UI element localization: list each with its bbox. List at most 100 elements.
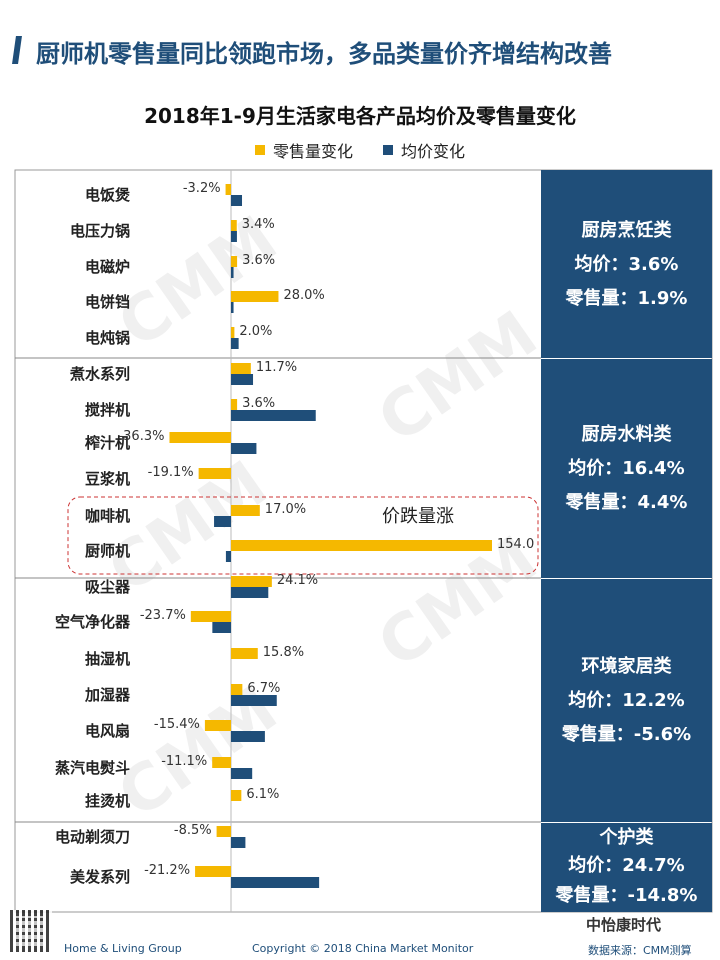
- retail-bar: [231, 790, 242, 801]
- price-bar: [231, 731, 265, 742]
- category-label: 搅拌机: [85, 401, 130, 419]
- retail-bar: [198, 468, 231, 479]
- group-panel-retail: 零售量：-14.8%: [555, 884, 698, 906]
- price-bar: [231, 587, 269, 598]
- price-bar: [231, 231, 237, 242]
- price-bar: [231, 837, 246, 848]
- category-label: 榨汁机: [85, 434, 130, 452]
- category-label: 煮水系列: [69, 365, 130, 383]
- legend-swatch-price: [383, 145, 393, 155]
- category-label: 电磁炉: [85, 258, 130, 276]
- wechat-account: 中怡康时代: [586, 916, 662, 934]
- legend-item-retail: 零售量变化: [254, 138, 353, 162]
- legend-swatch-retail: [254, 145, 265, 155]
- retail-data-label: 6.1%: [246, 787, 279, 802]
- price-bar: [231, 410, 316, 421]
- footer-copyright: Copyright © 2018 China Market Monitor: [252, 942, 474, 955]
- retail-data-label: 3.4%: [242, 217, 275, 232]
- retail-data-label: 11.7%: [256, 360, 297, 375]
- group-panel-price: 均价：12.2%: [568, 689, 684, 711]
- retail-data-label: -23.7%: [140, 608, 186, 623]
- group-panel-name: 个护类: [599, 826, 655, 848]
- retail-bar: [212, 757, 231, 768]
- retail-bar: [204, 720, 231, 731]
- price-bar: [231, 768, 253, 779]
- chart-legend: 零售量变化 均价变化: [0, 138, 720, 162]
- watermark-text: CMM: [365, 297, 550, 458]
- category-label: 挂烫机: [85, 792, 130, 810]
- retail-bar: [195, 866, 231, 877]
- price-bar: [212, 622, 231, 633]
- price-bar: [231, 374, 254, 385]
- category-label: 电饼铛: [85, 293, 130, 311]
- category-label: 蒸汽电熨斗: [55, 759, 130, 777]
- category-label: 空气净化器: [55, 613, 131, 631]
- category-label: 电炖锅: [85, 329, 130, 347]
- price-bar: [231, 267, 234, 278]
- footer-group-name: Home & Living Group: [64, 942, 182, 955]
- category-label: 电饭煲: [85, 186, 131, 204]
- legend-label-retail: 零售量变化: [272, 142, 353, 161]
- retail-data-label: -19.1%: [148, 465, 194, 480]
- price-bar: [231, 877, 320, 888]
- retail-bar: [231, 505, 260, 516]
- group-panel: [541, 359, 712, 578]
- price-bar: [231, 338, 239, 349]
- category-label: 电压力锅: [70, 222, 130, 240]
- retail-data-label: 2.0%: [239, 324, 272, 339]
- chart-title: 2018年1-9月生活家电各产品均价及零售量变化: [144, 104, 576, 128]
- callout-text: 价跌量涨: [382, 506, 454, 527]
- retail-data-label: -21.2%: [144, 863, 190, 878]
- group-panel-price: 均价：16.4%: [568, 457, 684, 479]
- legend-label-price: 均价变化: [401, 142, 466, 161]
- group-panel-retail: 零售量：1.9%: [565, 287, 688, 309]
- group-panel-name: 厨房水料类: [582, 423, 673, 445]
- retail-data-label: 6.7%: [247, 681, 280, 696]
- retail-bar: [231, 576, 272, 587]
- retail-bar: [231, 648, 258, 659]
- callout-box: [67, 496, 539, 575]
- retail-bar: [231, 256, 238, 267]
- retail-data-label: -8.5%: [174, 823, 212, 838]
- group-panel-price: 均价：3.6%: [575, 253, 679, 275]
- price-bar: [231, 443, 257, 454]
- retail-data-label: -3.2%: [183, 181, 221, 196]
- group-panel-price: 均价：24.7%: [568, 854, 684, 876]
- group-panel: [541, 170, 712, 358]
- price-bar: [214, 516, 231, 527]
- category-label: 豆浆机: [85, 470, 130, 488]
- retail-bar: [216, 826, 231, 837]
- page-title: 厨师机零售量同比领跑市场，多品类量价齐增结构改善: [36, 40, 612, 68]
- retail-data-label: -15.4%: [154, 717, 200, 732]
- retail-data-label: 3.6%: [242, 253, 275, 268]
- group-panel-retail: 零售量：4.4%: [565, 491, 688, 513]
- category-label: 美发系列: [70, 868, 130, 886]
- retail-data-label: 17.0%: [265, 502, 306, 517]
- category-label: 加湿器: [84, 686, 131, 704]
- group-panel-name: 环境家居类: [582, 655, 673, 677]
- retail-bar: [225, 184, 231, 195]
- retail-bar: [231, 327, 235, 338]
- retail-data-label: -36.3%: [118, 429, 164, 444]
- group-panel-retail: 零售量：-5.6%: [561, 723, 691, 745]
- group-panel: [541, 579, 712, 822]
- category-label: 厨师机: [85, 542, 130, 560]
- retail-bar: [231, 399, 238, 410]
- legend-item-price: 均价变化: [383, 138, 465, 162]
- price-bar: [231, 302, 234, 313]
- retail-bar: [231, 220, 237, 231]
- category-label: 电动剃须刀: [55, 828, 130, 846]
- retail-bar: [231, 684, 243, 695]
- qr-code: [10, 910, 52, 952]
- retail-bar: [231, 363, 251, 374]
- category-label: 电风扇: [85, 722, 130, 740]
- retail-bar: [169, 432, 231, 443]
- category-label: 咖啡机: [85, 507, 130, 525]
- category-label: 抽湿机: [85, 650, 130, 668]
- group-panel: [541, 823, 712, 912]
- retail-data-label: 24.1%: [277, 573, 318, 588]
- retail-data-label: 15.8%: [263, 645, 304, 660]
- price-bar: [231, 695, 277, 706]
- price-bar: [231, 195, 243, 206]
